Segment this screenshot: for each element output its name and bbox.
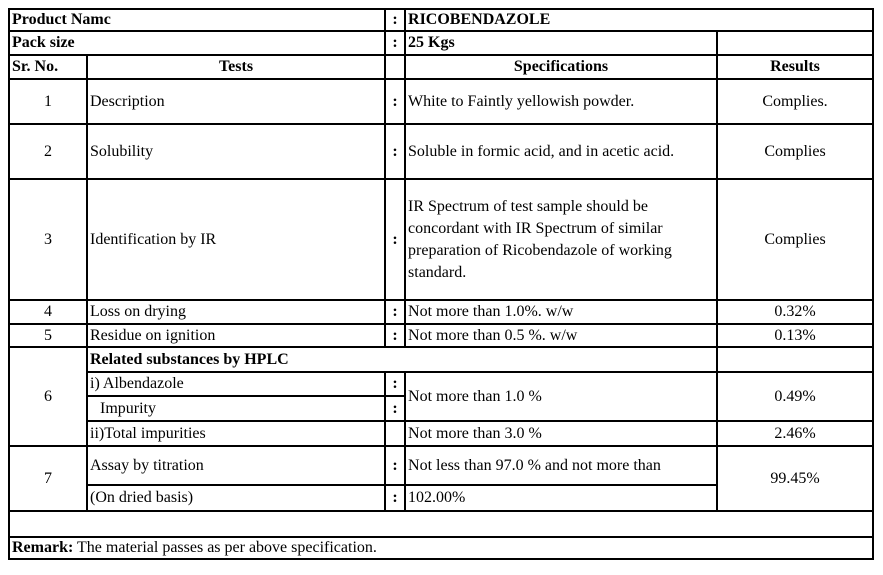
certificate-of-analysis-table: Product Namc : RICOBENDAZOLE Pack size :… <box>7 8 875 560</box>
specification: Not more than 1.0 % <box>404 371 719 422</box>
empty-cell <box>716 346 875 373</box>
table-row: ii)Total impurities Not more than 3.0 % … <box>9 420 875 447</box>
sr-no: 5 <box>8 323 88 348</box>
test-name: (On dried basis) <box>85 484 387 512</box>
product-name-label: Product Namc <box>7 8 387 32</box>
separator: : <box>384 30 407 56</box>
test-name: i) Albendazole <box>85 371 387 397</box>
result: Complies <box>716 178 875 301</box>
separator: : <box>384 178 407 301</box>
table-row: Impurity : <box>9 395 873 422</box>
blank-row <box>7 510 875 538</box>
sr-no: 1 <box>8 78 88 125</box>
test-name: Impurity <box>85 395 387 422</box>
empty-cell <box>384 54 407 80</box>
separator: : <box>384 123 407 180</box>
pack-size-label: Pack size <box>7 30 387 56</box>
separator: : <box>384 78 407 125</box>
separator: : <box>384 323 407 348</box>
sr-no: 2 <box>8 123 88 180</box>
remark: Remark: The material passes as per above… <box>7 536 875 560</box>
table-row: 1 Description : White to Faintly yellowi… <box>8 78 875 125</box>
col-tests: Tests <box>85 54 387 80</box>
result: 99.45% <box>716 445 875 512</box>
test-name: Loss on drying <box>85 299 387 325</box>
table-row: (On dried basis) : 102.00% <box>9 484 873 512</box>
separator: : <box>384 395 407 422</box>
test-name: Assay by titration <box>85 445 387 486</box>
empty-cell <box>716 30 875 56</box>
product-name-row: Product Namc : RICOBENDAZOLE <box>7 8 875 32</box>
test-name: Solubility <box>85 123 387 180</box>
sr-no: 4 <box>8 299 88 325</box>
table-row: 5 Residue on ignition : Not more than 0.… <box>8 323 875 348</box>
separator: : <box>384 299 407 325</box>
table-row: 4 Loss on drying : Not more than 1.0%. w… <box>8 299 875 325</box>
specification: Not less than 97.0 % and not more than <box>404 445 719 486</box>
table-row: 3 Identification by IR : IR Spectrum of … <box>8 178 875 301</box>
specification: White to Faintly yellowish powder. <box>404 78 719 125</box>
hplc-title: Related substances by HPLC <box>85 346 719 373</box>
result: 0.13% <box>716 323 875 348</box>
sr-no: 6 <box>8 346 88 447</box>
pack-size-row: Pack size : 25 Kgs <box>7 30 875 56</box>
pack-size-value: 25 Kgs <box>404 30 719 56</box>
sr-no: 3 <box>8 178 88 301</box>
col-results: Results <box>716 54 875 80</box>
test-name: Identification by IR <box>85 178 387 301</box>
empty-cell <box>384 420 407 447</box>
table-row: 2 Solubility : Soluble in formic acid, a… <box>8 123 875 180</box>
test-name: ii)Total impurities <box>85 420 387 447</box>
separator: : <box>384 445 407 486</box>
col-sr: Sr. No. <box>8 54 88 80</box>
specification: Not more than 3.0 % <box>404 420 719 447</box>
sr-no: 7 <box>8 445 88 512</box>
result: 0.32% <box>716 299 875 325</box>
specification: 102.00% <box>404 484 719 512</box>
result: Complies. <box>716 78 875 125</box>
column-header-row: Sr. No. Tests Specifications Results <box>8 54 875 80</box>
separator: : <box>384 8 407 32</box>
specification: Soluble in formic acid, and in acetic ac… <box>404 123 719 180</box>
remark-row: Remark: The material passes as per above… <box>7 536 875 560</box>
separator: : <box>384 484 407 512</box>
separator: : <box>384 371 407 397</box>
test-name: Residue on ignition <box>85 323 387 348</box>
specification: Not more than 0.5 %. w/w <box>404 323 719 348</box>
empty-cell <box>7 510 875 538</box>
result: 0.49% <box>716 371 875 422</box>
remark-label: Remark: <box>12 539 74 556</box>
specification: IR Spectrum of test sample should be con… <box>404 178 719 301</box>
result: 2.46% <box>716 420 875 447</box>
table-row: 6 Related substances by HPLC <box>8 346 875 447</box>
specification: Not more than 1.0%. w/w <box>404 299 719 325</box>
col-specs: Specifications <box>404 54 719 80</box>
table-row: 7 Assay by titration : Not less than 97.… <box>8 445 875 512</box>
result: Complies <box>716 123 875 180</box>
table-row: i) Albendazole : Not more than 1.0 % 0.4… <box>9 371 875 422</box>
test-name: Description <box>85 78 387 125</box>
product-name-value: RICOBENDAZOLE <box>404 8 875 32</box>
remark-text: The material passes as per above specifi… <box>73 539 377 556</box>
